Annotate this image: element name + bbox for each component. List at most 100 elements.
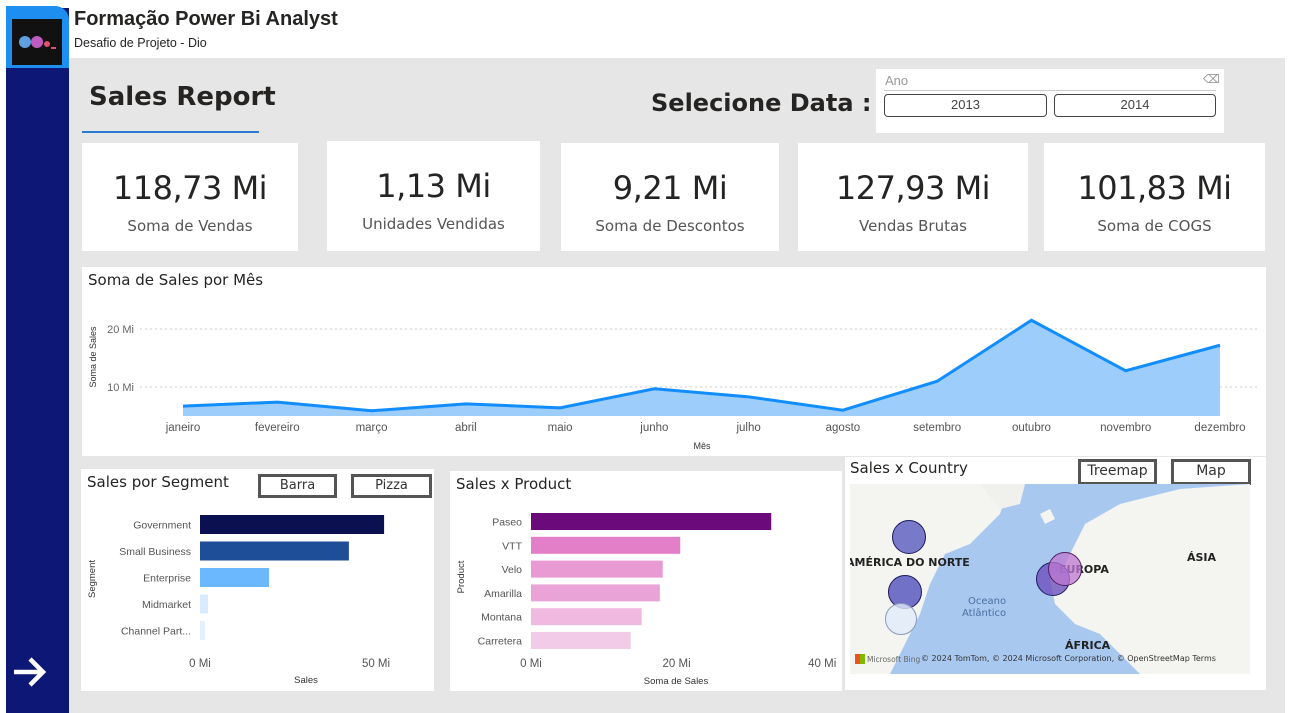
x-tick-label: março bbox=[356, 422, 388, 434]
map-brand: Microsoft Bing bbox=[867, 655, 921, 664]
x-tick-label: 0 Mi bbox=[189, 658, 211, 670]
x-tick-label: janeiro bbox=[165, 422, 201, 434]
area-fill bbox=[183, 320, 1220, 416]
bar bbox=[531, 536, 681, 554]
series-line bbox=[182, 318, 1221, 413]
kpi-label: Unidades Vendidas bbox=[362, 215, 505, 233]
report-title: Sales Report bbox=[89, 82, 276, 112]
category-label: Government bbox=[133, 520, 191, 532]
bar bbox=[200, 594, 209, 614]
bar bbox=[200, 621, 205, 640]
arrow-right-icon[interactable] bbox=[10, 652, 50, 692]
year-2013-button[interactable]: 2013 bbox=[884, 94, 1047, 117]
map-attribution[interactable]: © 2024 TomTom, © 2024 Microsoft Corporat… bbox=[921, 654, 1216, 663]
sidebar bbox=[6, 8, 69, 713]
x-tick-label: junho bbox=[639, 422, 668, 434]
kpi-card: 1,13 Mi Unidades Vendidas bbox=[327, 141, 540, 251]
category-label: Velo bbox=[502, 564, 523, 576]
kpi-card: 101,83 Mi Soma de COGS bbox=[1044, 143, 1265, 251]
x-tick-label: fevereiro bbox=[255, 422, 300, 434]
category-label: Midmarket bbox=[142, 599, 191, 611]
category-label: Carretera bbox=[478, 636, 523, 648]
bar bbox=[531, 632, 631, 649]
map-title: Sales x Country bbox=[850, 459, 968, 477]
bar bbox=[531, 608, 642, 626]
slicer-divider bbox=[884, 90, 1216, 91]
eraser-icon[interactable]: ⌫ bbox=[1203, 72, 1220, 86]
pie-toggle-button[interactable]: Pizza bbox=[351, 474, 432, 498]
category-label: VTT bbox=[502, 540, 522, 552]
bubble-germany[interactable] bbox=[1048, 552, 1082, 586]
category-label: Montana bbox=[481, 612, 522, 624]
chart-title: Sales por Segment bbox=[87, 473, 229, 491]
x-tick-label: abril bbox=[455, 422, 477, 434]
kpi-value: 101,83 Mi bbox=[1077, 169, 1232, 207]
x-tick-label: julho bbox=[735, 422, 760, 434]
bar bbox=[200, 568, 269, 587]
y-tick-label: 10 Mi bbox=[107, 382, 134, 394]
label-atlantic: Atlântico bbox=[962, 608, 1007, 619]
x-tick-label: outubro bbox=[1012, 422, 1051, 434]
kpi-label: Vendas Brutas bbox=[859, 217, 967, 235]
category-label: Amarilla bbox=[484, 588, 522, 600]
label-ocean: Oceano bbox=[968, 596, 1007, 607]
chart-title: Sales x Product bbox=[456, 475, 572, 493]
kpi-value: 118,73 Mi bbox=[112, 169, 268, 207]
treemap-button[interactable]: Treemap bbox=[1078, 459, 1157, 485]
bubble-canada[interactable] bbox=[892, 520, 926, 554]
kpi-card: 9,21 Mi Soma de Descontos bbox=[561, 143, 779, 251]
x-tick-label: 0 Mi bbox=[520, 658, 542, 670]
category-label: Paseo bbox=[492, 517, 522, 529]
bar bbox=[200, 541, 349, 561]
x-tick-label: 40 Mi bbox=[808, 658, 836, 670]
monthly-sales-chart: Soma de Sales por Mês 10 Mi 20 Mi janeiro f… bbox=[82, 267, 1266, 456]
y-axis-label: Product bbox=[456, 560, 467, 593]
x-tick-label: 20 Mi bbox=[663, 658, 691, 670]
kpi-card: 127,93 Mi Vendas Brutas bbox=[798, 143, 1028, 251]
y-axis-label: Segment bbox=[87, 560, 98, 598]
select-date-label: Selecione Data : bbox=[651, 89, 872, 117]
header bbox=[69, 6, 1285, 58]
chart-title: Soma de Sales por Mês bbox=[88, 271, 264, 289]
kpi-label: Soma de COGS bbox=[1097, 217, 1212, 235]
title-underline bbox=[82, 131, 259, 133]
bubble-mexico[interactable] bbox=[885, 603, 917, 635]
app-subtitle: Desafio de Projeto - Dio bbox=[74, 36, 207, 50]
y-tick-label: 20 Mi bbox=[107, 324, 134, 336]
slicer-label: Ano bbox=[885, 73, 909, 88]
bar bbox=[531, 513, 772, 530]
bar bbox=[531, 560, 663, 578]
app-title: Formação Power Bi Analyst bbox=[74, 8, 338, 30]
category-label: Enterprise bbox=[143, 573, 191, 585]
bar-toggle-button[interactable]: Barra bbox=[258, 474, 337, 498]
kpi-label: Soma de Vendas bbox=[127, 217, 253, 235]
bing-logo-icon bbox=[855, 654, 865, 664]
category-label: Channel Part... bbox=[121, 626, 191, 638]
label-north-america: AMÉRICA DO NORTE bbox=[850, 556, 970, 569]
country-map-card: Sales x Country Treemap Map AMÉRICA DO N… bbox=[845, 457, 1266, 690]
kpi-value: 1,13 Mi bbox=[376, 167, 491, 205]
kpi-value: 127,93 Mi bbox=[835, 169, 991, 207]
label-asia: ÁSIA bbox=[1187, 551, 1217, 564]
x-tick-label: novembro bbox=[1100, 422, 1151, 434]
map-view[interactable]: AMÉRICA DO NORTE EUROPA ÁSIA ÁFRICA Ocea… bbox=[850, 484, 1250, 674]
map-button[interactable]: Map bbox=[1171, 459, 1251, 485]
x-axis-label: Sales bbox=[294, 675, 318, 686]
bar bbox=[200, 515, 385, 534]
category-label: Small Business bbox=[119, 546, 191, 558]
x-axis-label: Mês bbox=[693, 441, 711, 451]
x-axis-label: Soma de Sales bbox=[644, 676, 709, 687]
product-chart: Sales x Product Paseo VTT Velo Amarilla Mont… bbox=[450, 471, 842, 691]
x-tick-label: dezembro bbox=[1194, 422, 1245, 434]
label-africa: ÁFRICA bbox=[1065, 639, 1111, 652]
x-tick-label: agosto bbox=[826, 422, 861, 434]
x-tick-label: 50 Mi bbox=[362, 658, 390, 670]
y-axis-label: Soma de Sales bbox=[88, 326, 98, 388]
year-2014-button[interactable]: 2014 bbox=[1054, 94, 1216, 117]
bar bbox=[531, 584, 660, 602]
kpi-label: Soma de Descontos bbox=[595, 217, 745, 235]
kpi-card: 118,73 Mi Soma de Vendas bbox=[82, 143, 298, 251]
x-tick-label: maio bbox=[548, 422, 573, 434]
year-slicer: Ano ⌫ 2013 2014 bbox=[876, 69, 1224, 133]
segment-chart: Sales por Segment Barra Pizza Government… bbox=[81, 469, 434, 691]
